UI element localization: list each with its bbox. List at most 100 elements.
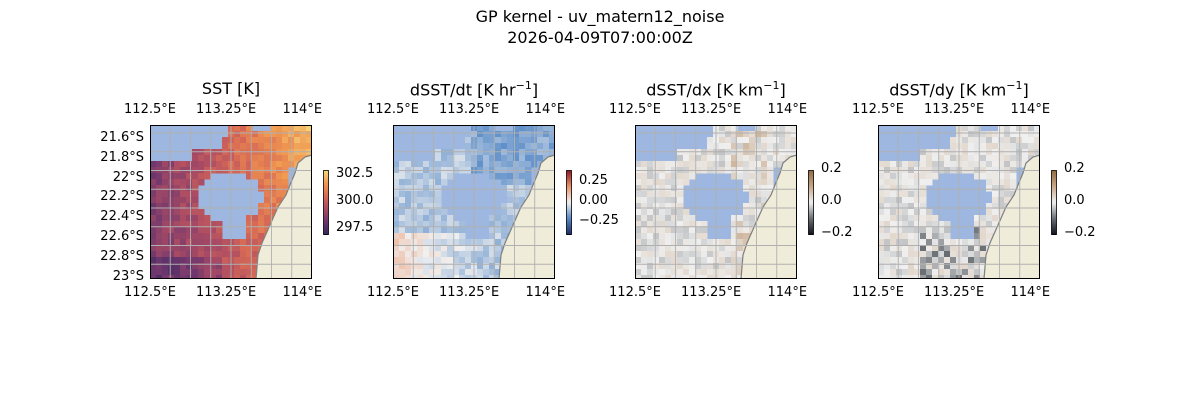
field-cell bbox=[635, 209, 642, 216]
field-cell bbox=[276, 161, 283, 168]
colorbar-segment bbox=[1051, 180, 1057, 183]
colorbar-segment bbox=[566, 220, 572, 223]
field-cell bbox=[755, 173, 762, 180]
field-cell bbox=[920, 227, 927, 234]
field-cell bbox=[168, 209, 175, 216]
field-cell bbox=[519, 143, 526, 150]
field-cell bbox=[429, 173, 436, 180]
field-cell bbox=[701, 263, 708, 270]
field-cell bbox=[980, 137, 987, 144]
field-cell bbox=[453, 161, 460, 168]
field-cell bbox=[641, 257, 648, 264]
field-cell bbox=[204, 257, 211, 264]
field-cell bbox=[264, 209, 271, 216]
field-cell bbox=[962, 251, 969, 258]
field-cell bbox=[992, 155, 999, 162]
field-cell bbox=[411, 209, 418, 216]
field-cell bbox=[938, 275, 945, 279]
field-cell bbox=[1004, 125, 1011, 132]
field-cell bbox=[641, 227, 648, 234]
field-cell bbox=[878, 263, 885, 270]
y-tick-label: 22°S bbox=[112, 169, 144, 185]
field-cell bbox=[908, 185, 915, 192]
field-cell bbox=[186, 203, 193, 210]
field-cell bbox=[884, 161, 891, 168]
colorbar-segment bbox=[1051, 178, 1057, 181]
field-cell bbox=[210, 233, 217, 240]
field-cell bbox=[980, 161, 987, 168]
field-cell bbox=[908, 203, 915, 210]
field-cell bbox=[240, 131, 247, 138]
field-cell bbox=[276, 149, 283, 156]
field-cell bbox=[168, 215, 175, 222]
field-cell bbox=[755, 143, 762, 150]
field-cell bbox=[1016, 143, 1023, 150]
field-cell bbox=[435, 233, 442, 240]
field-cell bbox=[761, 143, 768, 150]
field-cell bbox=[986, 215, 993, 222]
field-cell bbox=[489, 149, 496, 156]
field-cell bbox=[174, 179, 181, 186]
field-cell bbox=[749, 185, 756, 192]
field-cell bbox=[914, 191, 921, 198]
field-cell bbox=[240, 143, 247, 150]
field-cell bbox=[393, 227, 400, 234]
field-cell bbox=[537, 143, 544, 150]
field-cell bbox=[501, 215, 508, 222]
field-cell bbox=[920, 161, 927, 168]
colorbar-segment bbox=[808, 182, 814, 185]
field-cell bbox=[393, 257, 400, 264]
field-cell bbox=[707, 155, 714, 162]
field-cell bbox=[192, 215, 199, 222]
field-cell bbox=[411, 239, 418, 246]
field-cell bbox=[974, 251, 981, 258]
field-cell bbox=[192, 149, 199, 156]
field-cell bbox=[150, 227, 157, 234]
field-cell bbox=[495, 131, 502, 138]
field-cell bbox=[270, 185, 277, 192]
x-tick-label-bottom: 112.5°E bbox=[609, 285, 661, 300]
field-cell bbox=[489, 227, 496, 234]
field-cell bbox=[653, 203, 660, 210]
field-cell bbox=[665, 251, 672, 258]
panel-title-superscript: −1 bbox=[515, 79, 532, 92]
field-cell bbox=[725, 149, 732, 156]
field-cell bbox=[180, 227, 187, 234]
field-cell bbox=[707, 161, 714, 168]
colorbar-segment bbox=[323, 186, 329, 189]
colorbar-segment bbox=[566, 172, 572, 175]
colorbar-frame bbox=[566, 170, 572, 235]
colorbar-segment bbox=[566, 198, 572, 201]
field-cell bbox=[459, 227, 466, 234]
colorbar-segment bbox=[1051, 224, 1057, 227]
field-cell bbox=[519, 197, 526, 204]
field-cell bbox=[489, 221, 496, 228]
field-cell bbox=[647, 251, 654, 258]
field-cell bbox=[399, 221, 406, 228]
field-cell bbox=[1016, 137, 1023, 144]
colorbar-segment bbox=[1051, 204, 1057, 207]
field-cell bbox=[174, 227, 181, 234]
field-cell bbox=[701, 257, 708, 264]
field-cell bbox=[926, 263, 933, 270]
field-cell bbox=[743, 239, 750, 246]
field-cell bbox=[920, 239, 927, 246]
field-cell bbox=[890, 191, 897, 198]
field-cell bbox=[980, 257, 987, 264]
field-cell bbox=[647, 257, 654, 264]
field-cell bbox=[459, 161, 466, 168]
field-cell bbox=[180, 233, 187, 240]
colorbar-segment bbox=[566, 194, 572, 197]
field-cell bbox=[156, 227, 163, 234]
field-cell bbox=[210, 227, 217, 234]
field-cell bbox=[405, 257, 412, 264]
field-cell bbox=[719, 149, 726, 156]
field-cell bbox=[393, 203, 400, 210]
field-cell bbox=[689, 173, 696, 180]
field-cell bbox=[791, 131, 797, 138]
field-cell bbox=[399, 275, 406, 279]
field-cell bbox=[689, 233, 696, 240]
field-cell bbox=[1010, 155, 1017, 162]
field-cell bbox=[162, 275, 169, 279]
field-cell bbox=[489, 245, 496, 252]
